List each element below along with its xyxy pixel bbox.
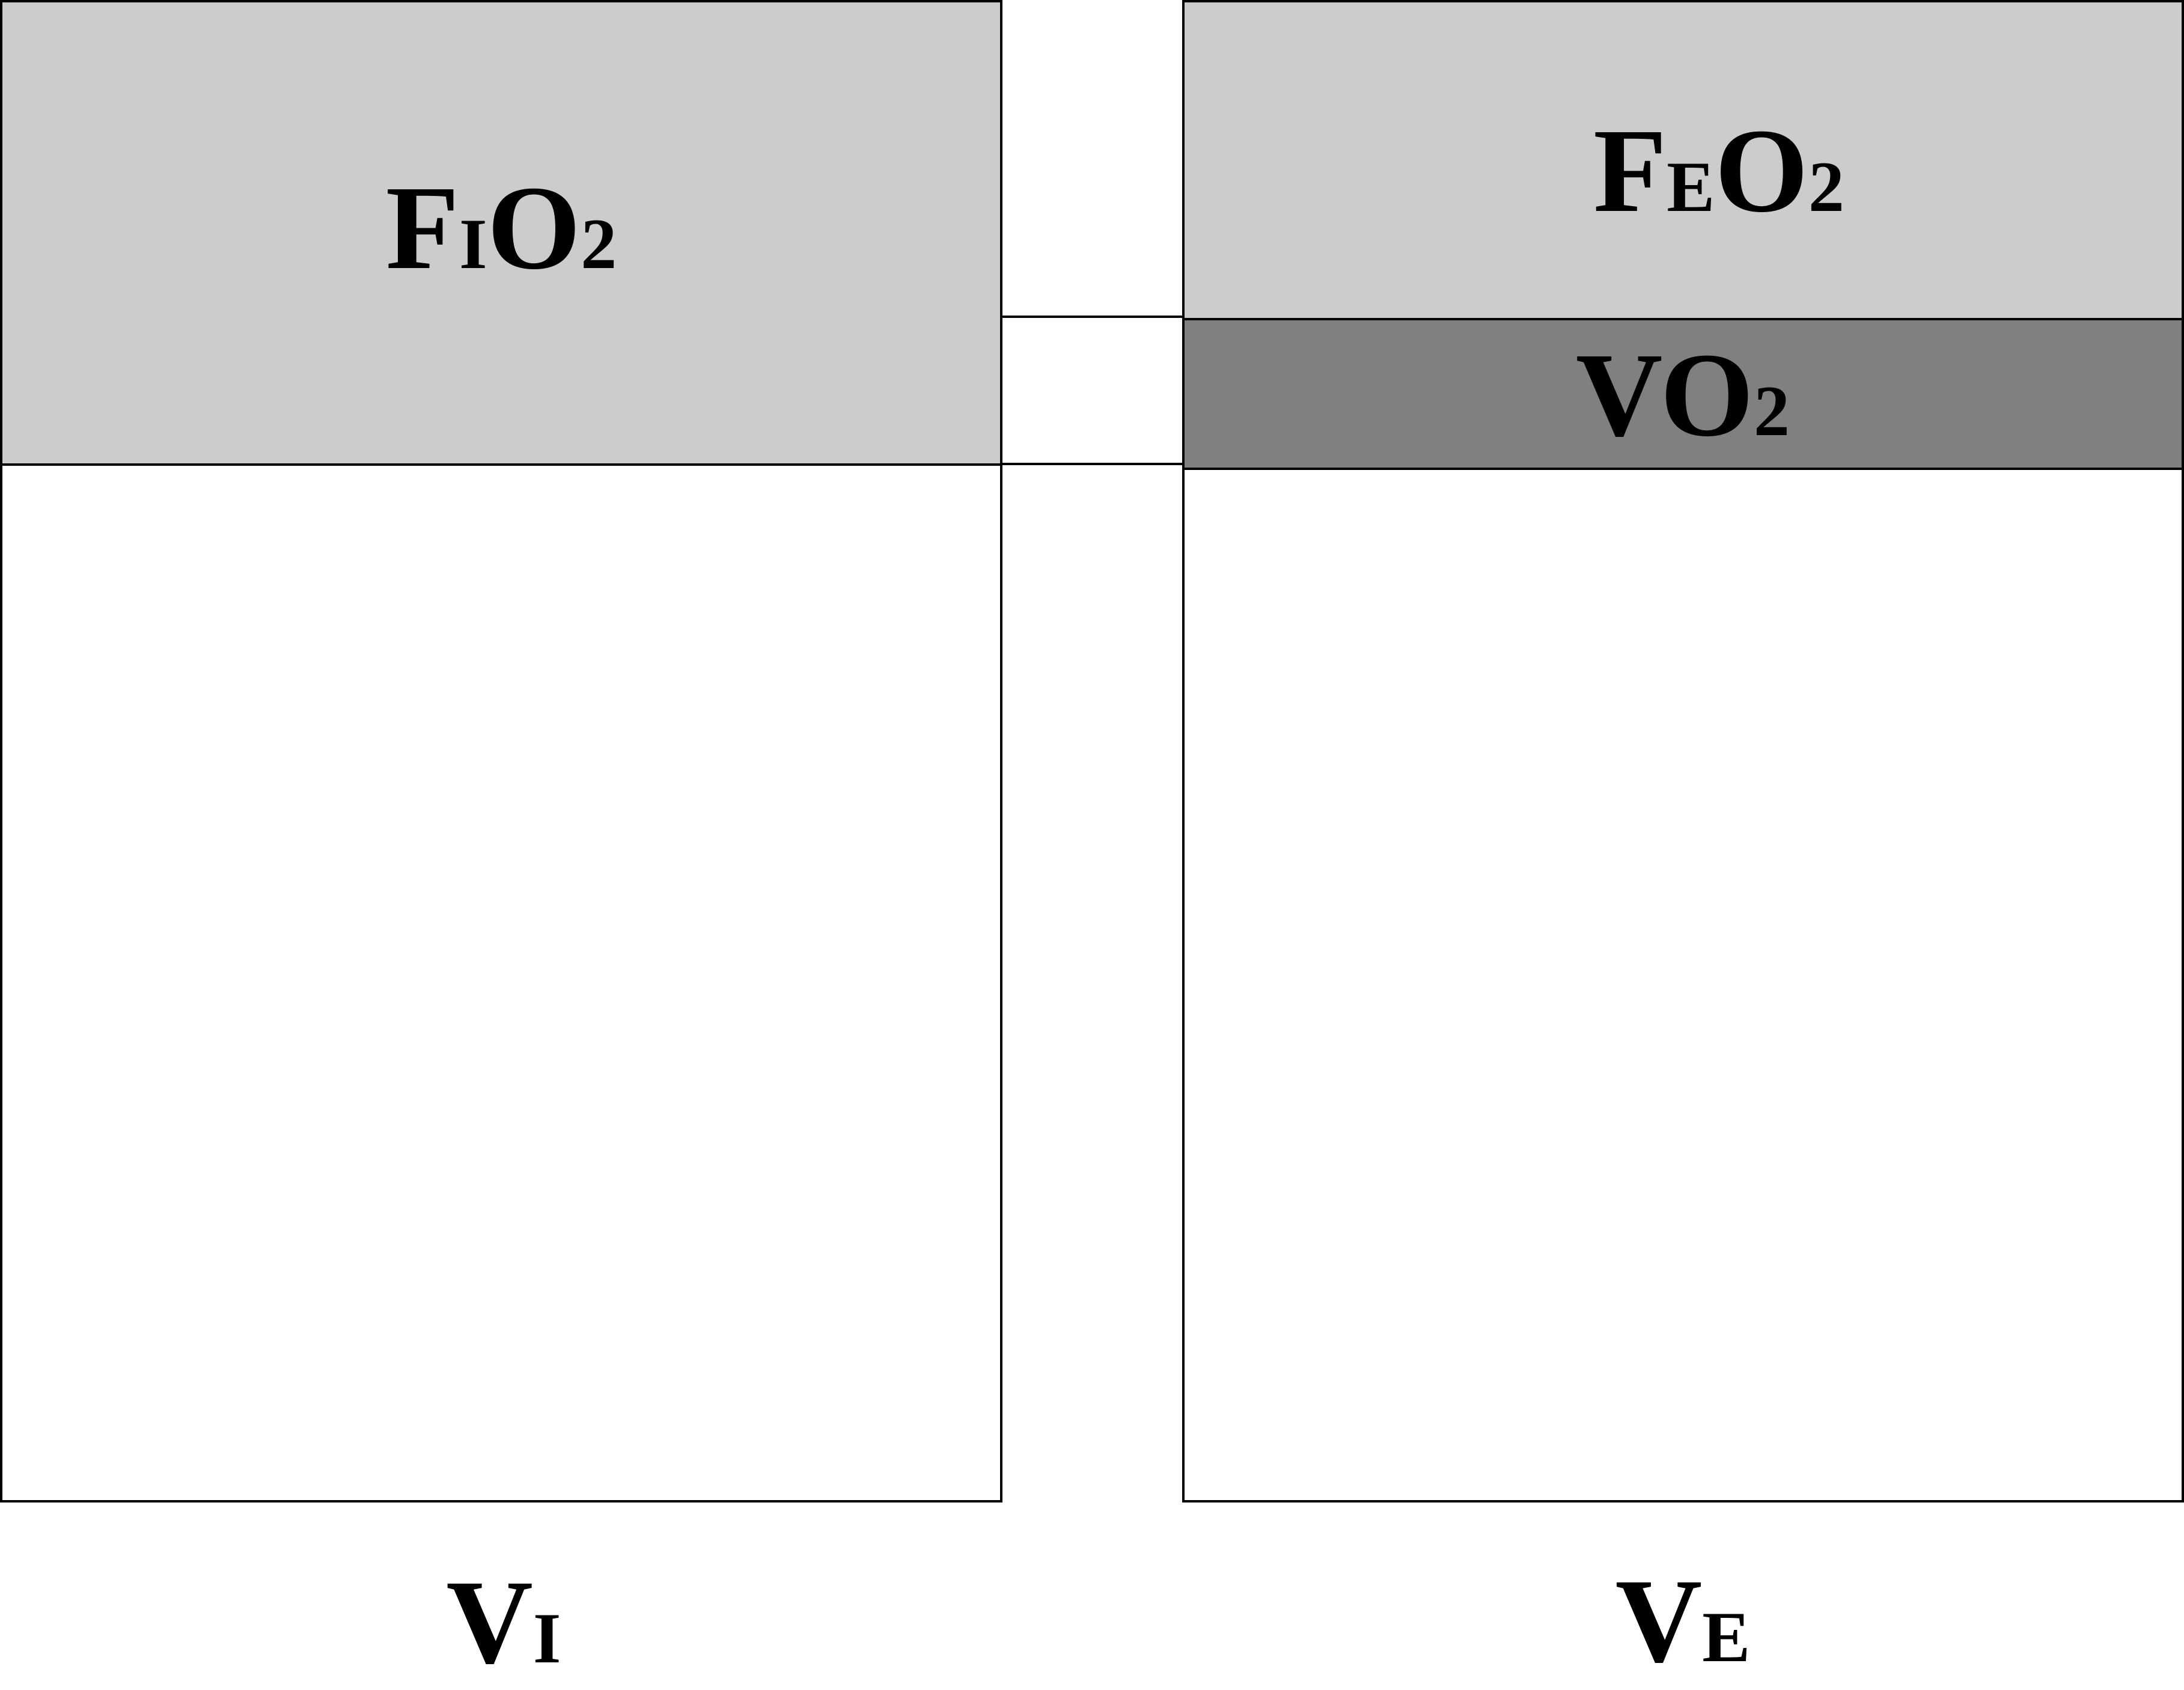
- expired-volume-box: [1182, 0, 2184, 1502]
- label-main: VO: [1576, 329, 1754, 462]
- label-main: V: [446, 1556, 533, 1689]
- inspired-volume-label: VI: [446, 1563, 561, 1683]
- oxygen-uptake-label: VO2: [1576, 335, 1790, 456]
- label-subscript: I: [532, 1598, 561, 1678]
- inspired-oxygen-fraction-label: FIO2: [386, 168, 617, 288]
- label-main: F: [385, 162, 459, 294]
- label-main: V: [1615, 1555, 1703, 1688]
- connector-line-lower: [1000, 463, 1185, 465]
- expired-volume-label: VE: [1615, 1561, 1750, 1682]
- label-rest: O: [487, 162, 581, 294]
- expired-oxygen-fraction-label: FEO2: [1593, 111, 1844, 231]
- label-subscript: E: [1667, 147, 1715, 227]
- connector-line-upper: [1000, 316, 1185, 318]
- label-subscript: E: [1702, 1597, 1751, 1677]
- label-rest: O: [1715, 105, 1808, 237]
- label-main: F: [1593, 105, 1667, 237]
- label-subscript-2: 2: [1754, 371, 1790, 451]
- inspired-volume-box: [0, 0, 1002, 1502]
- oxygen-uptake-band: [1185, 320, 2182, 470]
- inspired-oxygen-fraction-band: [2, 2, 1000, 466]
- label-subscript-2: 2: [581, 204, 617, 284]
- label-subscript-2: 2: [1808, 147, 1844, 227]
- label-subscript: I: [459, 204, 487, 284]
- expired-oxygen-fraction-band: [1185, 2, 2182, 320]
